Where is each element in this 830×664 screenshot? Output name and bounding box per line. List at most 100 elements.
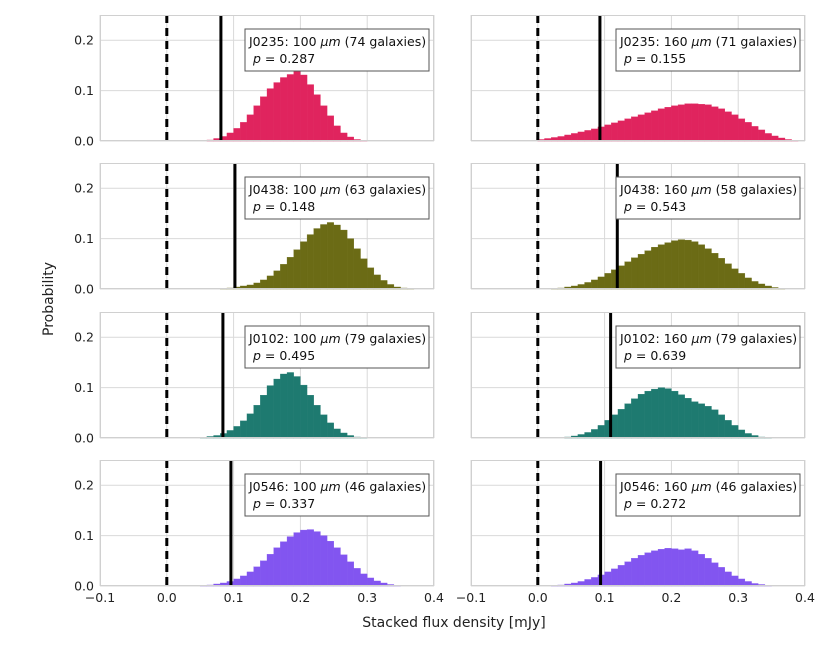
histogram-bar bbox=[306, 84, 314, 142]
histogram-bar bbox=[677, 104, 685, 142]
histogram-bar bbox=[751, 281, 759, 290]
legend-unit: μm bbox=[320, 479, 341, 494]
legend-box bbox=[244, 176, 430, 220]
histogram-bar bbox=[731, 575, 739, 587]
histogram-bar bbox=[591, 429, 599, 439]
histogram-bar bbox=[617, 120, 625, 142]
histogram-bar bbox=[333, 224, 341, 290]
histogram-bar bbox=[306, 529, 314, 587]
legend-p-value: p = 0.148 bbox=[252, 199, 315, 214]
plot-frame bbox=[100, 312, 434, 438]
histogram-bar bbox=[684, 548, 692, 587]
histogram-bar bbox=[631, 558, 639, 587]
histogram-bar bbox=[604, 273, 612, 290]
y-tick-label: 0.0 bbox=[74, 282, 94, 297]
histogram-bar bbox=[711, 106, 719, 142]
y-tick-label: 0.1 bbox=[74, 231, 94, 246]
y-tick-label: 0.2 bbox=[74, 181, 94, 196]
histogram-bar bbox=[571, 133, 579, 142]
legend-p-value: p = 0.272 bbox=[623, 496, 686, 511]
histogram-bar bbox=[253, 405, 261, 439]
legend-box bbox=[615, 473, 801, 517]
histogram-bar bbox=[758, 129, 766, 142]
histogram-bar bbox=[738, 578, 746, 587]
legend-unit: μm bbox=[320, 182, 341, 197]
histogram-bar bbox=[718, 567, 725, 587]
legend-title: J0438: 100 μm (63 galaxies) bbox=[248, 182, 426, 197]
panel-j0102-160: J0102: 160 μm (79 galaxies) p = 0.639 bbox=[470, 312, 806, 439]
histogram-bar bbox=[306, 234, 314, 290]
y-tick-label: 0.2 bbox=[74, 478, 94, 493]
legend-p-value: p = 0.639 bbox=[623, 348, 686, 363]
y-axis-title: Probability bbox=[41, 262, 57, 336]
histogram-bar bbox=[637, 394, 645, 439]
histogram-bar bbox=[280, 541, 288, 587]
histogram-bar bbox=[664, 548, 672, 587]
legend-unit: μm bbox=[691, 331, 712, 346]
histogram-bar bbox=[367, 267, 375, 290]
histogram-bar bbox=[624, 118, 632, 142]
histogram-bar bbox=[320, 414, 328, 439]
histogram-bar bbox=[631, 116, 639, 142]
histogram-bar bbox=[684, 398, 692, 439]
histogram-bar bbox=[651, 550, 659, 587]
legend-box bbox=[615, 325, 801, 369]
histogram-bar bbox=[637, 114, 645, 142]
histogram-bar bbox=[697, 403, 705, 439]
histogram-bar bbox=[266, 554, 274, 587]
histogram-bar bbox=[677, 239, 685, 290]
histogram-bar bbox=[691, 550, 699, 587]
histogram-bar bbox=[637, 254, 645, 290]
legend-unit: μm bbox=[320, 34, 341, 49]
histogram-bar bbox=[724, 420, 732, 439]
histogram-bar bbox=[320, 535, 328, 587]
histogram-bar bbox=[273, 82, 281, 142]
histogram-bar bbox=[320, 224, 328, 290]
histogram-bar bbox=[697, 244, 705, 290]
x-tick-label: −0.1 bbox=[456, 590, 486, 605]
histogram-bar bbox=[266, 88, 274, 142]
histogram-bar bbox=[313, 531, 321, 587]
histogram-bar bbox=[691, 103, 699, 142]
legend-p-value: p = 0.495 bbox=[252, 348, 315, 363]
histogram-bar bbox=[651, 247, 659, 290]
histogram-bar bbox=[624, 261, 632, 290]
histogram-bar bbox=[651, 388, 659, 439]
histogram-bar bbox=[286, 372, 294, 439]
y-tick-label: 0.0 bbox=[74, 134, 94, 149]
y-tick-label: 0.1 bbox=[74, 528, 94, 543]
histogram-bar bbox=[657, 387, 665, 439]
histogram-bar bbox=[724, 571, 732, 587]
histogram-bar bbox=[353, 248, 361, 290]
histogram-bar bbox=[591, 279, 599, 290]
histogram-bar bbox=[738, 273, 746, 290]
histogram-bar bbox=[253, 566, 261, 587]
histogram-bar bbox=[226, 132, 234, 142]
histogram-bar bbox=[240, 575, 248, 587]
histogram-bar bbox=[651, 110, 659, 142]
histogram-bar bbox=[286, 536, 294, 587]
histogram-bar bbox=[280, 264, 288, 290]
histogram-bar bbox=[326, 115, 334, 142]
histogram-bar bbox=[367, 577, 375, 587]
histogram-bar bbox=[326, 222, 334, 290]
histogram-bar bbox=[326, 540, 334, 587]
histogram-bar bbox=[704, 104, 712, 142]
histogram-bar bbox=[260, 560, 268, 587]
histogram-bar bbox=[293, 70, 301, 142]
histogram-bar bbox=[300, 529, 308, 587]
histogram-bar bbox=[246, 114, 254, 142]
histogram-bar bbox=[644, 552, 652, 587]
x-tick-label: 0.4 bbox=[795, 590, 815, 605]
histogram-bar bbox=[280, 77, 288, 142]
histogram-bar bbox=[637, 555, 645, 587]
legend-p-value: p = 0.337 bbox=[252, 496, 315, 511]
panel-j0546-160: −0.1 0.0 0.1 0.2 0.3 0.4 J0546: 160 μm (46 gal… bbox=[456, 460, 815, 605]
histogram-bar bbox=[313, 405, 321, 439]
x-tick-label: 0.1 bbox=[224, 590, 244, 605]
panel-j0438-160: J0438: 160 μm (58 galaxies) p = 0.543 bbox=[470, 163, 806, 290]
histogram-bar bbox=[657, 108, 665, 142]
histogram-bar bbox=[677, 394, 685, 439]
legend-box bbox=[615, 176, 801, 220]
histogram-bar bbox=[724, 111, 732, 142]
